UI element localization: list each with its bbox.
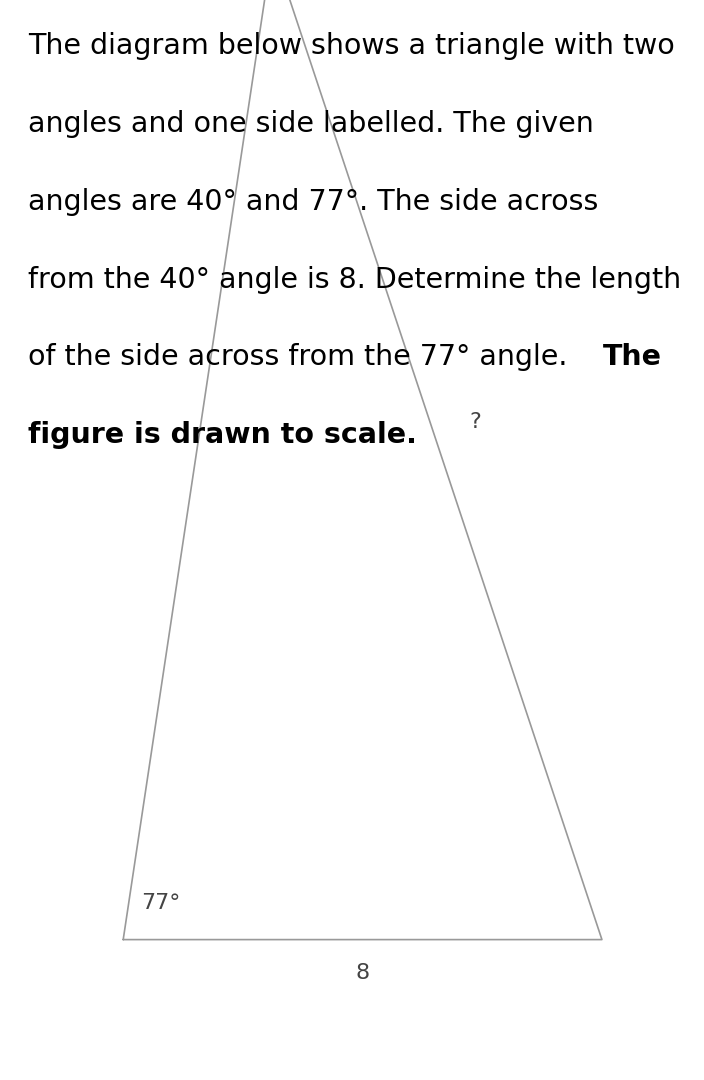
Text: The diagram below shows a triangle with two: The diagram below shows a triangle with …: [28, 32, 675, 60]
Text: The: The: [603, 343, 662, 372]
Text: 77°: 77°: [141, 892, 180, 913]
Text: from the 40° angle is 8. Determine the length: from the 40° angle is 8. Determine the l…: [28, 266, 681, 294]
Text: 8: 8: [356, 963, 370, 984]
Text: figure is drawn to scale.: figure is drawn to scale.: [28, 421, 417, 449]
Text: ?: ?: [469, 413, 481, 432]
Text: angles are 40° and 77°. The side across: angles are 40° and 77°. The side across: [28, 188, 598, 216]
Text: angles and one side labelled. The given: angles and one side labelled. The given: [28, 110, 594, 138]
Text: of the side across from the 77° angle.: of the side across from the 77° angle.: [28, 343, 577, 372]
